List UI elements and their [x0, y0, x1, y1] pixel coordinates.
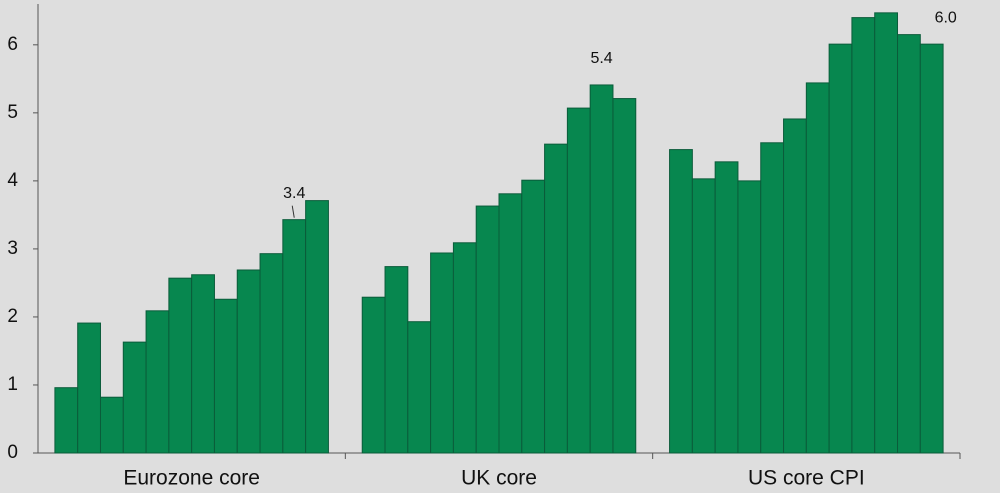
x-group-label: Eurozone core [123, 467, 260, 490]
bar [521, 179, 546, 454]
x-group-label: UK core [461, 467, 537, 490]
bar [384, 266, 409, 454]
bar [407, 321, 432, 454]
y-tick-label: 3 [7, 238, 18, 259]
y-tick-label: 6 [7, 34, 18, 55]
bar [760, 142, 785, 454]
bar [828, 43, 853, 454]
y-tick-label: 4 [7, 170, 18, 191]
bar [475, 205, 500, 454]
leader-line [291, 205, 295, 218]
bar [361, 296, 386, 454]
bar [612, 98, 637, 454]
bar [213, 298, 238, 454]
bar [430, 252, 454, 454]
bar [77, 322, 101, 454]
bar [99, 396, 124, 454]
bar [236, 269, 261, 454]
bar [669, 149, 693, 454]
y-tick-label: 2 [7, 306, 18, 327]
value-label: 6.0 [935, 9, 957, 26]
bar [259, 253, 284, 454]
bar [874, 12, 899, 454]
y-tick-label: 0 [7, 442, 18, 463]
y-tick-label: 5 [7, 102, 18, 123]
bar [452, 242, 477, 454]
bar [897, 34, 921, 454]
value-label: 5.4 [590, 50, 612, 67]
bar [589, 84, 614, 454]
bar [737, 180, 762, 454]
bar [783, 118, 807, 454]
value-label: 3.4 [283, 185, 305, 202]
y-tick-label: 1 [7, 374, 18, 395]
bar [714, 161, 739, 454]
bar [168, 277, 193, 454]
bar [691, 178, 716, 454]
bar [145, 310, 170, 454]
bar [282, 219, 307, 454]
bar [305, 200, 329, 454]
x-group-label: US core CPI [748, 467, 865, 490]
bar [191, 274, 215, 454]
bar [54, 387, 79, 454]
bar [566, 107, 591, 454]
bar [851, 17, 876, 454]
bar [544, 143, 568, 454]
bar [919, 43, 944, 454]
bar [805, 82, 830, 454]
bar [122, 341, 147, 454]
bar [498, 193, 523, 454]
